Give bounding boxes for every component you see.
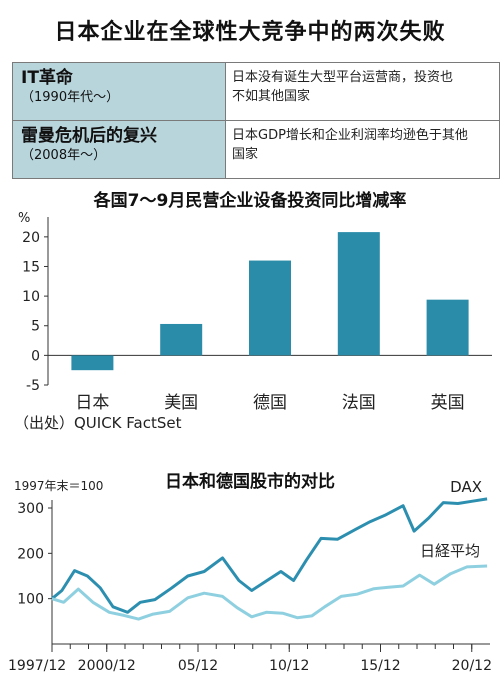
row-period: （1990年代～） [21, 90, 120, 105]
bar [426, 299, 469, 356]
y-tick-label: 300 [17, 501, 44, 517]
x-tick-label: 英国 [431, 393, 465, 410]
row-text-line: 不如其他国家 [232, 89, 311, 104]
bar-chart: % -5 0 5 10 15 20 日本 美国 德国 法国 英国 [18, 211, 492, 410]
x-tick-label: 1997/12 [8, 658, 66, 674]
dax-series-label: DAX [450, 478, 482, 496]
y-tick-label: 5 [31, 319, 40, 335]
x-tick-label: 法国 [342, 393, 376, 410]
nikkei-series-line [51, 564, 488, 621]
line-chart: 1997年末＝100 100 200 300 1997/12 2000/12 05/12 10… [8, 478, 492, 674]
row-text-line: 日本GDP增长和企业利润率均逊色于其他 [232, 128, 468, 143]
bar [160, 323, 203, 356]
bar-chart-title: 各国7～9月民营企业设备投资同比增减率 [93, 191, 407, 211]
row-label-cell: IT革命 （1990年代～） [12, 62, 226, 121]
x-tick-label: 德国 [253, 393, 287, 410]
y-tick-label: 100 [17, 592, 44, 608]
row-text-line: 国家 [232, 147, 259, 162]
dax-series-line [51, 497, 488, 614]
y-unit-label: % [18, 211, 30, 226]
nikkei-series-label: 日経平均 [420, 542, 480, 560]
x-tick-label: 10/12 [269, 658, 309, 674]
source-note: （出处）QUICK FactSet [14, 414, 182, 432]
bar [249, 260, 291, 356]
table-row: IT革命 （1990年代～） 日本没有诞生大型平台运营商，投资也 不如其他国家 [12, 62, 500, 121]
row-label-cell: 雷曼危机后的复兴 （2008年～） [12, 120, 226, 179]
y-unit-label: 1997年末＝100 [14, 479, 103, 493]
y-tick-label: 10 [22, 289, 40, 305]
x-tick-label: 20/12 [452, 658, 492, 674]
row-period: （2008年～） [21, 148, 107, 163]
line-chart-title: 日本和德国股市的对比 [165, 472, 335, 492]
y-tick-label: 15 [22, 259, 40, 275]
row-label: 雷曼危机后的复兴 [21, 126, 157, 146]
row-description: 日本GDP增长和企业利润率均逊色于其他 国家 [225, 120, 500, 179]
main-title: 日本企业在全球性大竞争中的两次失败 [54, 20, 446, 45]
bar [337, 232, 380, 356]
table-row: 雷曼危机后的复兴 （2008年～） 日本GDP增长和企业利润率均逊色于其他 国家 [12, 120, 500, 179]
y-tick-label: 20 [22, 230, 40, 246]
y-tick-label: 0 [31, 348, 40, 364]
x-tick-label: 日本 [75, 393, 109, 410]
bar [71, 355, 114, 371]
row-description: 日本没有诞生大型平台运营商，投资也 不如其他国家 [225, 62, 500, 121]
x-tick-label: 15/12 [360, 658, 400, 674]
row-text-line: 日本没有诞生大型平台运营商，投资也 [232, 70, 454, 85]
row-label: IT革命 [21, 68, 73, 88]
y-tick-label: 200 [17, 546, 44, 562]
info-table: IT革命 （1990年代～） 日本没有诞生大型平台运营商，投资也 不如其他国家 … [12, 62, 500, 179]
x-tick-label: 05/12 [178, 658, 218, 674]
x-tick-label: 美国 [164, 393, 198, 410]
x-tick-label: 2000/12 [78, 658, 136, 674]
y-tick-label: -5 [26, 378, 40, 394]
